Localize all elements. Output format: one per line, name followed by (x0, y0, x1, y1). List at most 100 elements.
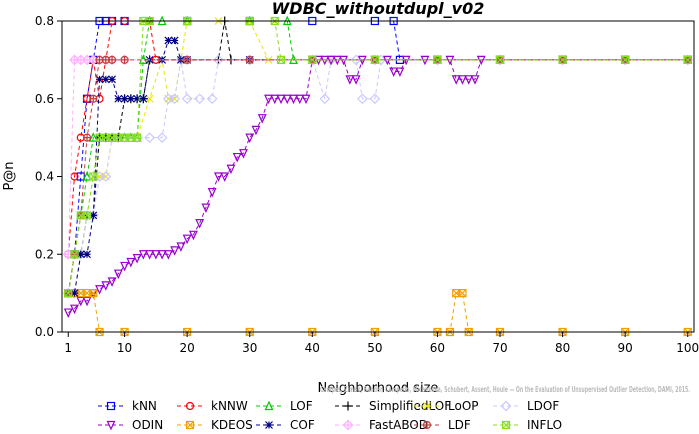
x-tick-label: 1 (64, 341, 72, 355)
data-point (95, 285, 104, 295)
data-point (220, 172, 230, 182)
data-point (132, 254, 142, 264)
data-point (170, 246, 180, 256)
data-point (207, 187, 217, 198)
legend-item-ldof: LDOF (493, 399, 559, 413)
data-point (95, 75, 104, 84)
legend-label: LoOP (448, 399, 479, 413)
data-point (151, 250, 161, 260)
legend-marker (106, 420, 116, 431)
legend-label: LDOF (527, 399, 559, 413)
data-point (126, 94, 135, 103)
data-point (301, 94, 311, 105)
y-tick-label: 0.2 (35, 247, 54, 261)
data-point (369, 93, 381, 105)
data-point (683, 55, 692, 64)
data-point (276, 94, 286, 105)
chart-title: WDBC_withoutdupl_v02 (272, 0, 485, 18)
legend-item-cof: COF (256, 418, 315, 432)
data-point (82, 296, 92, 307)
data-point (345, 75, 355, 85)
x-tick-label: 100 (676, 341, 699, 355)
data-point (82, 133, 92, 142)
legend-item-kdeos: KDEOS (177, 418, 253, 432)
legend-item-loop: LoOP (414, 399, 479, 413)
data-point (101, 281, 111, 291)
x-tick-label: 70 (492, 341, 507, 355)
data-point (70, 304, 79, 315)
legend-marker (185, 401, 195, 411)
legend-item-simplifiedlof: SimplifiedLOF (335, 399, 451, 413)
x-axis: 1 10 20 30 40 50 60 70 80 90 100 (64, 332, 699, 355)
x-tick-label: 10 (117, 341, 132, 355)
series-line (67, 59, 688, 294)
legend-marker (501, 420, 511, 430)
watermark: Campos, Zimek, Sander, Campello, Micenko… (320, 385, 690, 394)
y-axis: 0.0 0.2 0.4 0.6 0.8 (35, 14, 62, 339)
legend-item-lof: LOF (256, 399, 313, 413)
data-point (89, 289, 98, 298)
data-point (89, 211, 98, 220)
data-point (289, 94, 298, 105)
data-point (88, 132, 98, 142)
data-point (245, 55, 254, 64)
legend-marker (500, 400, 512, 412)
data-point (114, 94, 123, 103)
data-point (270, 94, 280, 105)
data-point (451, 75, 461, 85)
data-point (157, 250, 167, 260)
data-point (76, 296, 86, 307)
data-point (458, 289, 467, 298)
data-point (245, 133, 255, 144)
data-point (163, 250, 173, 260)
data-point (295, 94, 305, 105)
legend-item-inflo: INFLO (493, 418, 562, 432)
data-point (389, 67, 399, 77)
x-tick-label: 20 (180, 341, 195, 355)
x-tick-label: 30 (242, 341, 257, 355)
legend-marker (343, 401, 353, 411)
data-point (145, 250, 155, 260)
data-point (239, 149, 248, 159)
data-point (350, 54, 362, 66)
data-point (495, 55, 505, 64)
legend-label: COF (290, 418, 315, 432)
plot-area (61, 15, 695, 337)
data-point (182, 234, 192, 245)
legend-marker (422, 420, 432, 430)
legend-label: LDF (448, 418, 471, 432)
data-point (100, 171, 112, 182)
data-point (101, 55, 110, 64)
legend-marker (423, 402, 431, 410)
data-point (188, 230, 198, 241)
legend-label: kNN (132, 399, 157, 413)
legend-label: FastABOD (369, 418, 428, 432)
legend-item-fastabod: FastABOD (335, 418, 428, 432)
x-tick-label: 40 (305, 341, 320, 355)
y-tick-label: 0.4 (35, 170, 54, 184)
data-point (170, 36, 179, 45)
data-point (76, 250, 85, 259)
y-tick-label: 0.6 (35, 92, 54, 106)
data-point (63, 308, 73, 318)
data-point (144, 132, 155, 143)
data-point (132, 133, 142, 142)
data-point (176, 242, 186, 252)
data-point (107, 55, 117, 64)
legend-label: SimplifiedLOF (369, 399, 451, 413)
legend-label: LOF (290, 399, 313, 413)
data-point (145, 94, 154, 103)
data-point (370, 55, 379, 64)
legend-label: ODIN (132, 418, 163, 432)
data-point (113, 269, 123, 280)
data-point (395, 67, 405, 77)
legend-marker (185, 420, 195, 430)
data-point (64, 289, 73, 298)
y-tick-label: 0.8 (35, 14, 54, 28)
x-axis-label: Neighborhood size (318, 381, 439, 396)
data-point (213, 172, 223, 182)
legend-marker (265, 421, 273, 429)
data-point (308, 55, 317, 64)
data-point (70, 250, 79, 259)
